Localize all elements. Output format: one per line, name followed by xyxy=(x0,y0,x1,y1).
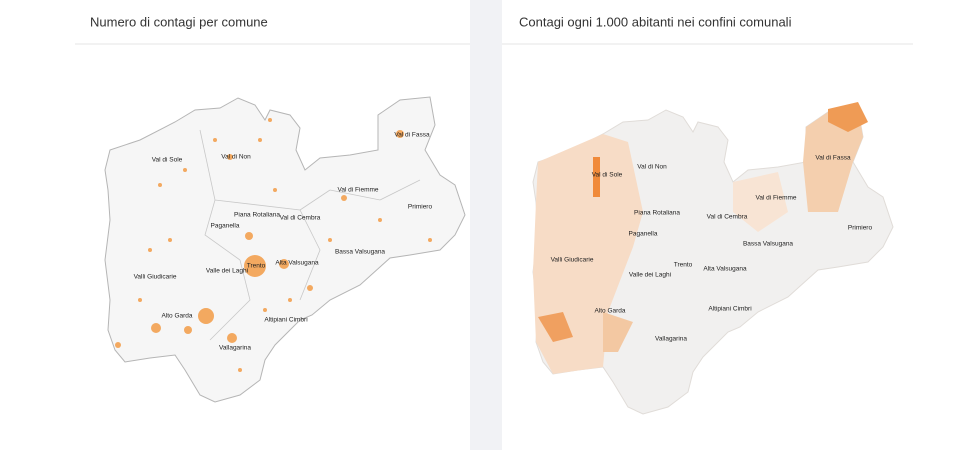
area-label: Valli Giudicarie xyxy=(551,257,594,264)
area-label: Vallagarina xyxy=(219,345,251,352)
area-label: Primiero xyxy=(408,204,433,211)
choropleth-map xyxy=(532,102,894,415)
area-label: Alto Garda xyxy=(594,308,625,315)
area-label: Valle dei Laghi xyxy=(629,272,671,279)
area-label: Alta Valsugana xyxy=(703,266,747,273)
area-label: Val di Fiemme xyxy=(755,195,796,202)
area-label: Val di Cembra xyxy=(707,214,748,221)
area-label: Val di Fiemme xyxy=(337,187,378,194)
area-label: Piana Rotaliana xyxy=(234,212,280,219)
area-label: Alta Valsugana xyxy=(275,260,319,267)
area-label: Altipiani Cimbri xyxy=(264,317,307,324)
area-label: Piana Rotaliana xyxy=(634,210,680,217)
area-label: Valli Giudicarie xyxy=(134,274,177,281)
area-label: Paganella xyxy=(211,223,240,230)
area-label: Val di Sole xyxy=(592,172,623,179)
area-label: Alto Garda xyxy=(161,313,192,320)
panel-title: Contagi ogni 1.000 abitanti nei confini … xyxy=(519,14,792,29)
area-label: Paganella xyxy=(629,231,658,238)
area-label: Val di Cembra xyxy=(280,215,321,222)
area-label: Bassa Valsugana xyxy=(335,249,385,256)
area-label: Trento xyxy=(247,263,266,270)
area-label: Trento xyxy=(674,262,693,269)
area-label: Bassa Valsugana xyxy=(743,241,793,248)
panel-title: Numero di contagi per comune xyxy=(90,14,268,29)
margin xyxy=(913,0,980,450)
area-label: Val di Sole xyxy=(152,157,183,164)
area-label: Val di Non xyxy=(637,164,667,171)
area-label: Altipiani Cimbri xyxy=(708,306,751,313)
bubble-map xyxy=(104,96,466,403)
area-label: Valle dei Laghi xyxy=(206,268,248,275)
area-label: Val di Fassa xyxy=(394,132,430,139)
area-label: Val di Fassa xyxy=(815,155,851,162)
map-labels: Val di Sole Val di Sole Val di Non Val di N… xyxy=(134,132,873,352)
area-label: Val di Non xyxy=(221,154,251,161)
separator xyxy=(470,0,502,450)
area-label: Primiero xyxy=(848,225,873,232)
area-label: Vallagarina xyxy=(655,336,687,343)
